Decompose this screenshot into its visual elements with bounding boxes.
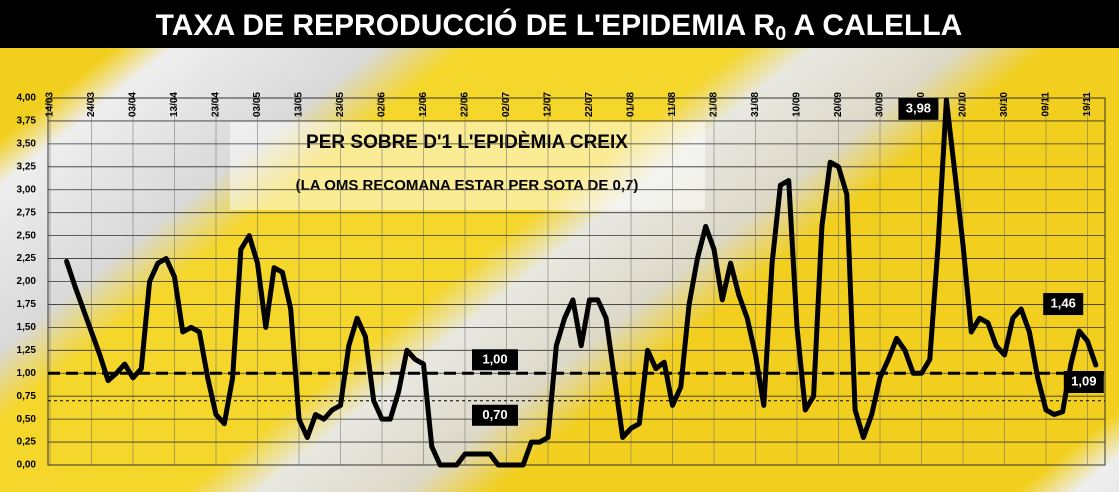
title-end: A CALELLA bbox=[793, 9, 962, 42]
annotation: (LA OMS RECOMANA ESTAR PER SOTA DE 0,7) bbox=[296, 177, 639, 194]
y-tick-label: 3,50 bbox=[17, 139, 37, 150]
annotation: PER SOBRE D'1 L'EPIDÈMIA CREIX bbox=[306, 131, 628, 153]
x-tick-label: 22/06 bbox=[460, 92, 471, 117]
y-tick-label: 0,50 bbox=[17, 414, 37, 425]
x-tick-label: 23/05 bbox=[335, 92, 346, 117]
y-tick-label: 1,25 bbox=[17, 345, 37, 356]
y-tick-label: 2,50 bbox=[17, 230, 37, 241]
value-label: 3,98 bbox=[906, 100, 931, 115]
y-tick-label: 4,00 bbox=[17, 93, 37, 104]
title-subscript: 0 bbox=[775, 23, 786, 45]
x-tick-label: 21/08 bbox=[709, 92, 720, 117]
title-bar bbox=[0, 0, 1119, 48]
series-line bbox=[64, 97, 1099, 468]
x-tick-label: 13/04 bbox=[169, 92, 180, 117]
y-tick-label: 2,00 bbox=[17, 276, 37, 287]
x-tick-label: 12/07 bbox=[543, 92, 554, 117]
x-tick-label: 11/08 bbox=[667, 92, 678, 117]
annotation-box bbox=[230, 122, 705, 210]
value-label-box bbox=[898, 97, 939, 120]
value-label: 1,46 bbox=[1051, 295, 1076, 310]
x-tick-label: 02/07 bbox=[501, 92, 512, 117]
y-tick-label: 2,75 bbox=[17, 207, 37, 218]
x-tick-label: 30/09 bbox=[875, 92, 886, 117]
y-tick-label: 3,25 bbox=[17, 161, 37, 172]
x-tick-label: 23/04 bbox=[211, 92, 222, 117]
chart-title: TAXA DE REPRODUCCIÓ DE L'EPIDEMIA R0 A C… bbox=[156, 8, 963, 45]
value-label-box bbox=[1043, 293, 1084, 316]
x-tick-label: 24/03 bbox=[86, 92, 97, 117]
x-tick-label: 03/05 bbox=[252, 92, 263, 117]
y-tick-label: 3,00 bbox=[17, 184, 37, 195]
x-tick-label: 20/10 bbox=[958, 92, 969, 117]
reference-label: 0,70 bbox=[482, 407, 507, 422]
y-tick-label: 2,25 bbox=[17, 253, 37, 264]
y-tick-label: 1,50 bbox=[17, 322, 37, 333]
x-tick-label: 01/08 bbox=[626, 92, 637, 117]
x-tick-label: 03/04 bbox=[128, 92, 139, 117]
value-label: 1,09 bbox=[1071, 373, 1096, 388]
y-tick-label: 0,00 bbox=[17, 460, 37, 471]
title-main: TAXA DE REPRODUCCIÓ DE L'EPIDEMIA R bbox=[156, 8, 776, 42]
reference-label-box bbox=[472, 349, 518, 371]
x-tick-label: 02/06 bbox=[377, 92, 388, 117]
x-tick-label: 20/09 bbox=[833, 92, 844, 117]
y-tick-label: 1,75 bbox=[17, 299, 37, 310]
x-tick-label: 22/07 bbox=[584, 92, 595, 117]
x-tick-label: 12/06 bbox=[418, 92, 429, 117]
x-tick-label: 14/03 bbox=[45, 92, 56, 117]
reference-label-box bbox=[472, 404, 518, 426]
x-tick-label: 10/09 bbox=[792, 92, 803, 117]
x-tick-label: 19/11 bbox=[1082, 92, 1093, 117]
y-tick-label: 0,25 bbox=[17, 437, 37, 448]
reference-label: 1,00 bbox=[482, 352, 507, 367]
x-tick-label: 30/10 bbox=[999, 92, 1010, 117]
y-tick-label: 0,75 bbox=[17, 391, 37, 402]
x-tick-label: 13/05 bbox=[294, 92, 305, 117]
x-tick-label: 09/11 bbox=[1041, 92, 1052, 117]
x-tick-label: 31/08 bbox=[750, 92, 761, 117]
value-label-box bbox=[1063, 370, 1104, 393]
y-tick-label: 3,75 bbox=[17, 116, 37, 127]
y-tick-label: 1,00 bbox=[17, 368, 37, 379]
title-space bbox=[786, 9, 793, 42]
